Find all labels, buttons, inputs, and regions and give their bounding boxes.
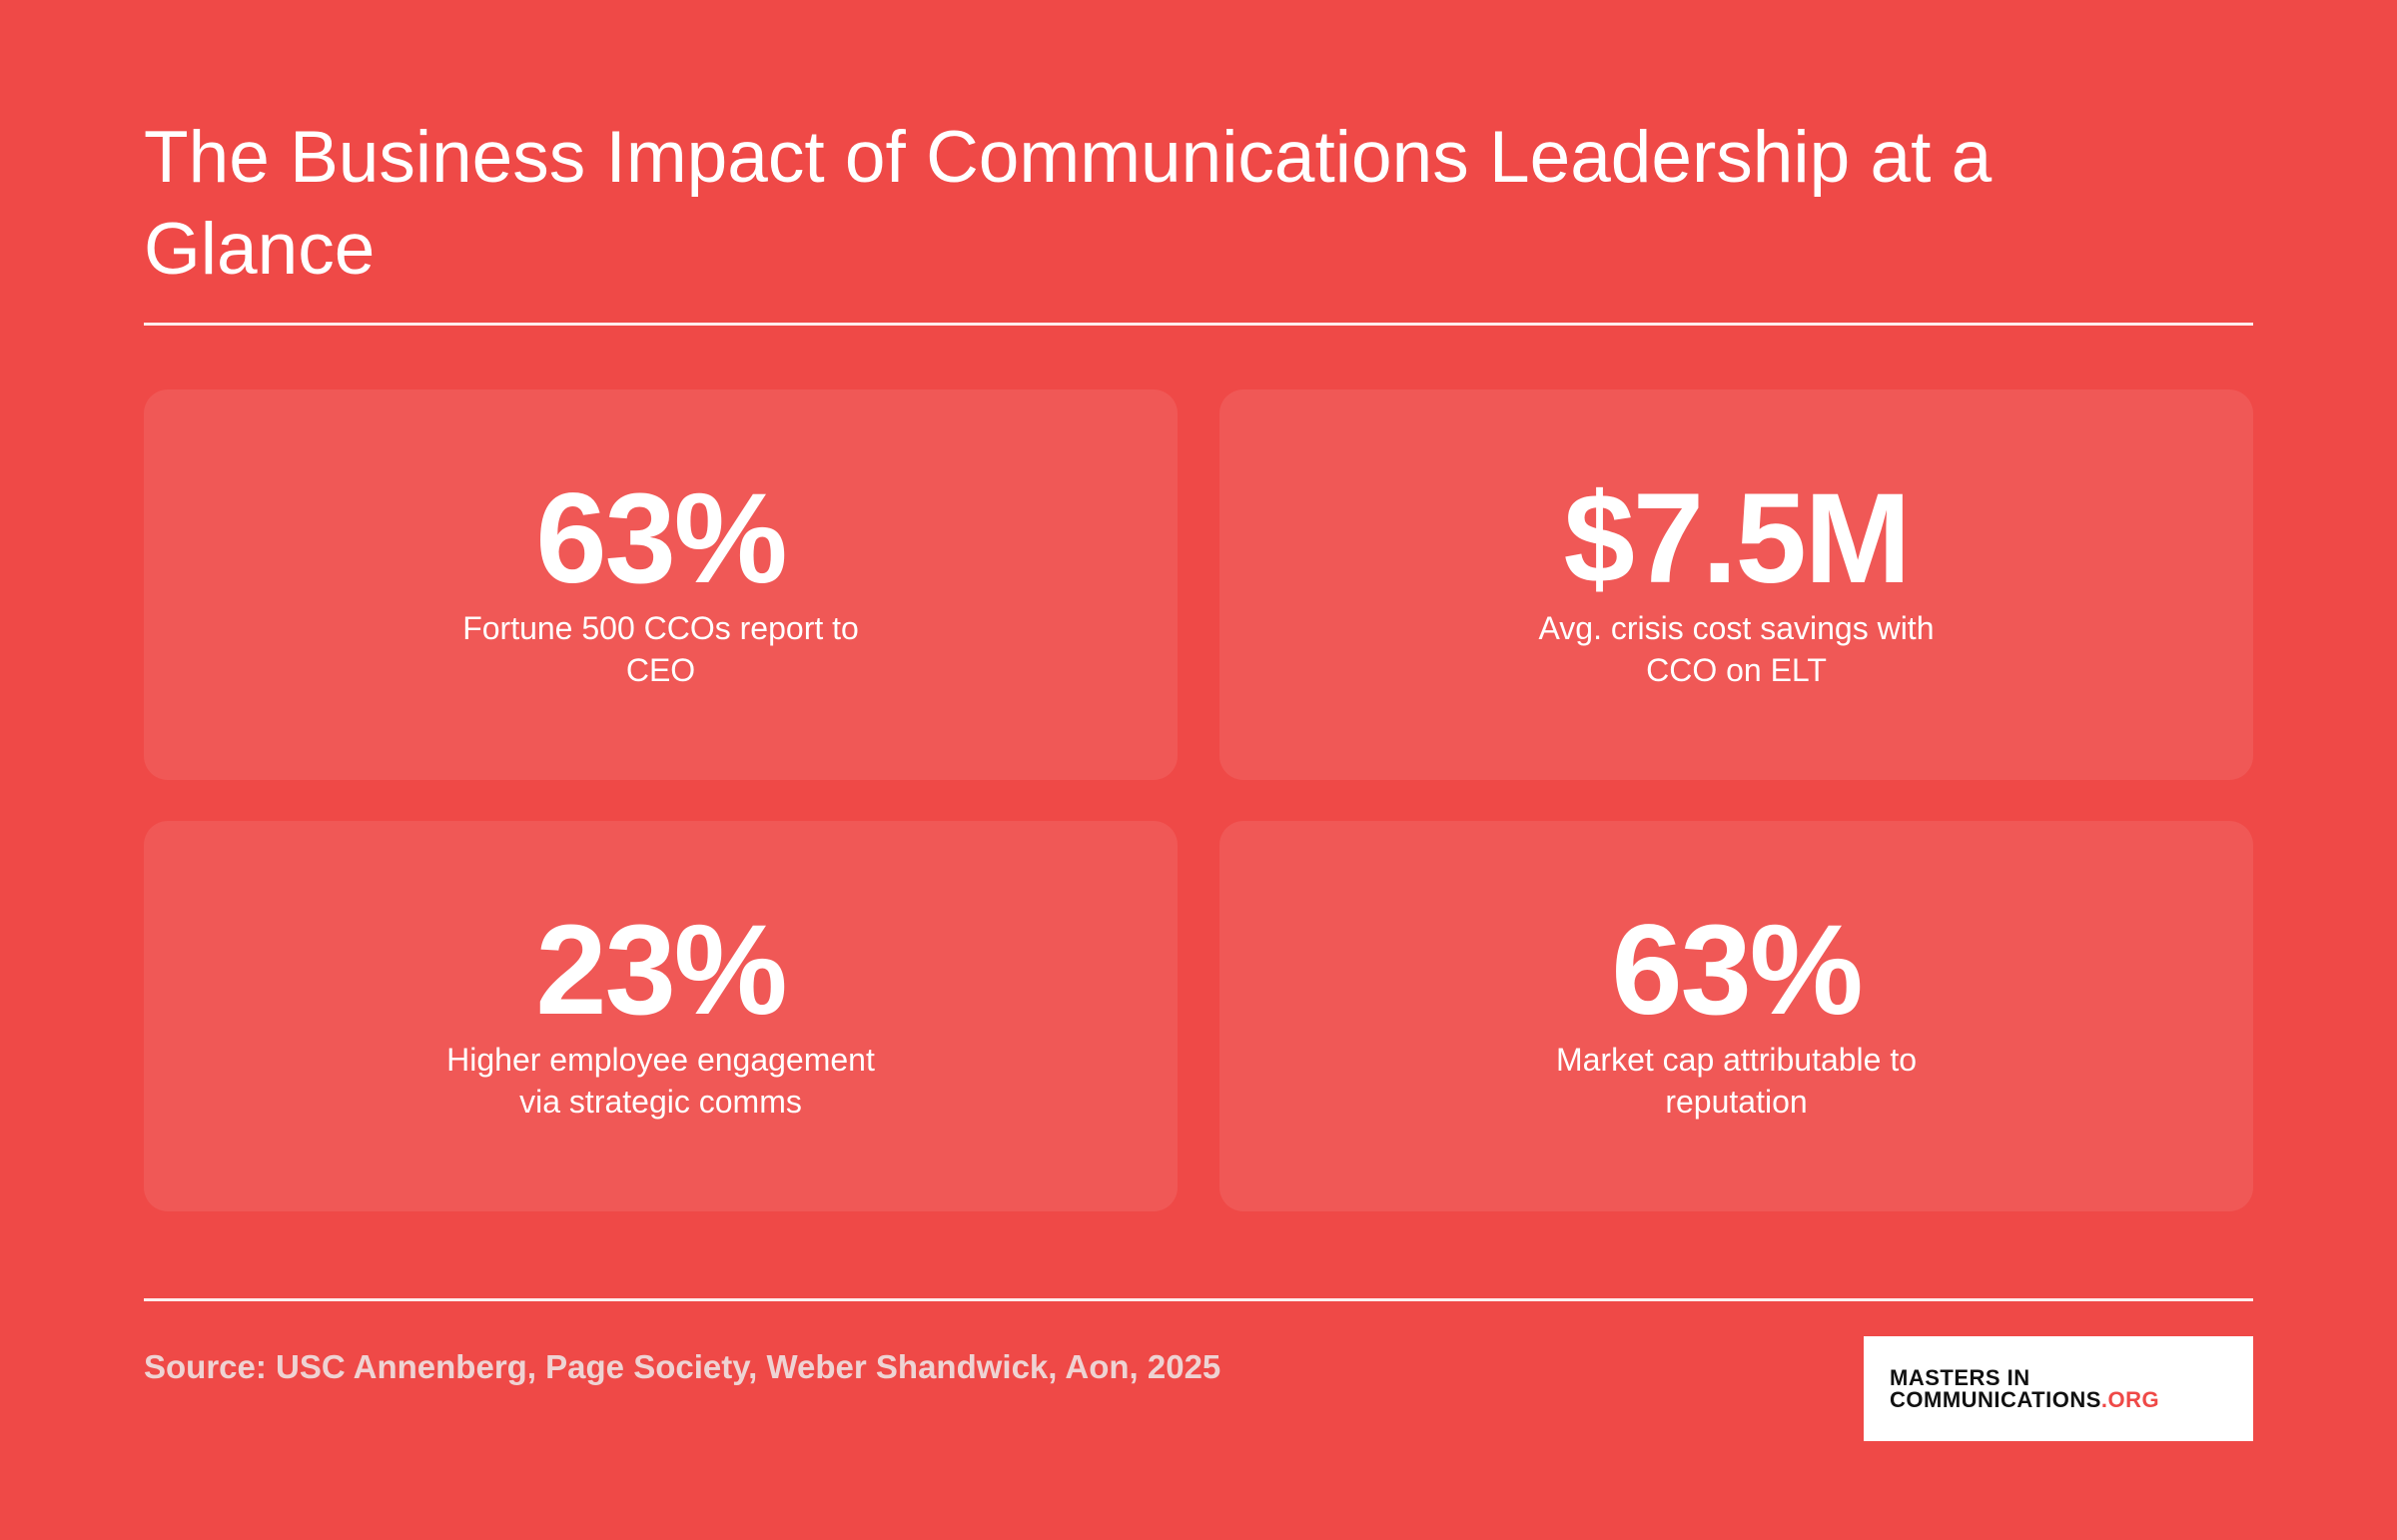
source: Source: USC Annenberg, Page Society, Web… [144,1348,1221,1385]
stat-card: $7.5M Avg. crisis cost savings with CCO … [1219,389,2253,780]
divider [144,1298,2253,1301]
stat-label: Market cap attributable to reputation [1555,1041,1918,1120]
stat-value: 23% [535,898,787,1042]
logo: MASTERS IN COMMUNICATIONS.ORG [1864,1336,2253,1441]
stat-card: 63% Fortune 500 CCOs report to CEO [144,389,1178,780]
stat-card: 63% Market cap attributable to reputatio… [1219,821,2253,1211]
logo-line: COMMUNICATIONS.ORG [1890,1386,2253,1412]
stat-value: $7.5M [1563,466,1912,610]
logo-suffix: .ORG [2100,1386,2160,1412]
stat-label: Fortune 500 CCOs report to CEO [462,609,859,688]
stat-card: 23% Higher employee engagement via strat… [144,821,1178,1211]
stat-value: 63% [535,466,787,610]
stat-value: 63% [1611,898,1863,1042]
logo-line: MASTERS IN [1890,1364,2030,1390]
stat-label: Avg. crisis cost savings with CCO on ELT [1538,609,1935,688]
stat-label: Higher employee engagement via strategic… [446,1041,875,1120]
divider [144,323,2253,326]
title: The Business Impact of Communications Le… [144,117,1993,290]
logo-text: COMMUNICATIONS [1890,1386,2101,1412]
